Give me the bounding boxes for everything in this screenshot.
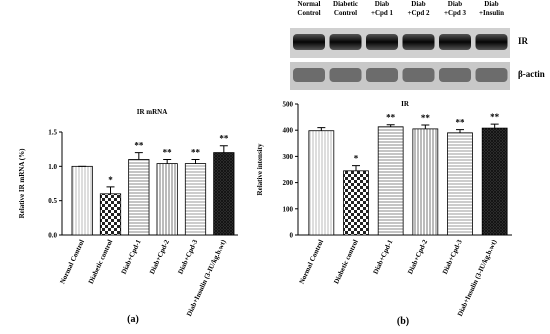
ir-band (402, 34, 435, 50)
bar (377, 126, 404, 236)
y-tick-label: 1.0 (48, 163, 57, 171)
significance-label: ** (421, 113, 431, 123)
y-tick-label: 400 (283, 127, 294, 135)
bar (343, 170, 369, 236)
bar (156, 163, 178, 236)
ir-band (293, 34, 325, 50)
error-bar (386, 124, 395, 127)
bar (213, 152, 235, 236)
y-tick-label: 200 (283, 179, 294, 187)
x-tick-label: Diabetic control (87, 238, 115, 285)
chart-title: IR (401, 100, 410, 108)
bar (99, 193, 122, 236)
blot-column-label: Diabetic (333, 0, 358, 8)
actin-band (439, 68, 471, 82)
significance-label: ** (219, 134, 229, 144)
x-tick-label: Diab+Cpd-1 (372, 238, 395, 275)
bar (412, 128, 439, 236)
significance-label: ** (386, 113, 396, 123)
blot-ir (290, 28, 510, 58)
actin-band (402, 68, 435, 82)
chart-title: IR mRNA (137, 108, 168, 116)
bar (71, 165, 93, 236)
error-bar (219, 145, 228, 153)
error-bar (490, 123, 499, 129)
blot-column-label: Diab (375, 0, 390, 8)
blot-column-label: Normal (298, 0, 321, 8)
bar (184, 163, 207, 236)
x-tick-label: Diab+Cpd-1 (120, 238, 143, 275)
y-tick-label: 0 (290, 232, 294, 240)
significance-label: ** (490, 112, 500, 122)
blot-bands (293, 34, 508, 82)
x-tick-label: Diabetic control (332, 238, 360, 285)
blot-row-label: β-actin (518, 69, 545, 79)
blot-column-label: +Insulin (479, 9, 504, 17)
error-bar (134, 152, 143, 160)
significance-label: ** (456, 118, 466, 128)
blot-column-label: +Cpd 3 (444, 9, 467, 17)
x-tick-label: Diab+Cpd-2 (406, 238, 429, 275)
ir-band (366, 34, 398, 50)
blot-column-label: Diab (484, 0, 499, 8)
y-tick-label: 500 (283, 101, 294, 109)
panel-label: (a) (127, 314, 139, 325)
ir-band (329, 34, 362, 50)
error-bar (106, 186, 115, 194)
blot-actin (290, 62, 510, 90)
y-tick-label: 300 (283, 153, 294, 161)
bar (481, 127, 508, 236)
blot-column-label: Diab (448, 0, 463, 8)
actin-band (293, 68, 325, 82)
y-axis-label: Relative intensity (256, 143, 264, 195)
significance-label: ** (134, 141, 144, 151)
bar (447, 132, 473, 236)
blot-row-label: IR (518, 36, 529, 46)
error-bar (191, 158, 200, 164)
y-tick-label: 1.5 (48, 129, 57, 137)
ir-band (439, 34, 471, 50)
significance-label: * (108, 175, 113, 185)
x-tick-label: Diab+Cpd-3 (176, 238, 199, 275)
x-tick-label: Diab+Cpd-2 (148, 238, 171, 275)
error-bar (317, 127, 326, 131)
blot-column-label: Control (334, 9, 357, 17)
significance-label: ** (191, 147, 201, 157)
error-bar (421, 124, 430, 129)
actin-band (475, 68, 508, 82)
significance-label: * (354, 154, 359, 164)
x-tick-label: Normal Control (298, 238, 326, 285)
y-tick-label: 100 (283, 205, 294, 213)
x-tick-label: Diab+Insulin (3-IU/kg.b.wt) (456, 238, 499, 318)
blot-column-label: +Cpd 1 (371, 9, 394, 17)
y-axis-label: Relative IR mRNA (%) (18, 148, 26, 218)
y-tick-label: 0.0 (48, 232, 57, 240)
panel-label: (b) (397, 316, 409, 327)
actin-band (329, 68, 362, 82)
blot-column-label: +Cpd 2 (407, 9, 430, 17)
actin-band (366, 68, 398, 82)
x-tick-label: Normal Control (58, 238, 86, 285)
x-tick-label: Diab+Cpd-3 (441, 238, 464, 275)
blot-column-label: Control (297, 9, 320, 17)
bar (308, 130, 335, 236)
error-bar (163, 158, 172, 164)
significance-label: ** (163, 147, 173, 157)
ir-band (475, 34, 508, 50)
error-bar (456, 129, 464, 133)
error-bar (352, 165, 360, 171)
y-tick-label: 0.5 (48, 197, 57, 205)
blot-column-label: Diab (411, 0, 426, 8)
bar (128, 159, 150, 236)
